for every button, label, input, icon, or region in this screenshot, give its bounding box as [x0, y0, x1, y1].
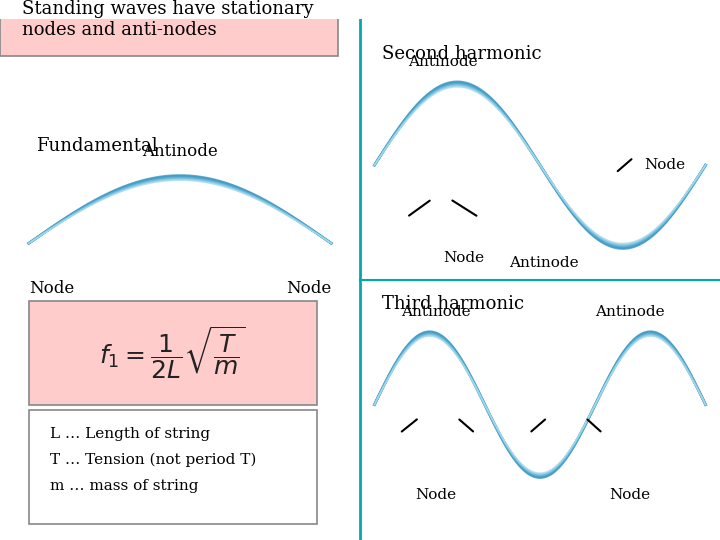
Text: $f_1 = \dfrac{1}{2L}\sqrt{\dfrac{T}{m}}$: $f_1 = \dfrac{1}{2L}\sqrt{\dfrac{T}{m}}$	[99, 325, 246, 381]
Text: Node: Node	[443, 251, 484, 265]
Text: Standing waves have stationary
nodes and anti-nodes: Standing waves have stationary nodes and…	[22, 0, 313, 39]
Text: Fundamental: Fundamental	[36, 137, 158, 155]
Text: T … Tension (not period T): T … Tension (not period T)	[50, 453, 257, 467]
Text: Node: Node	[609, 488, 651, 502]
Text: Third harmonic: Third harmonic	[382, 295, 523, 313]
Text: Antinode: Antinode	[401, 305, 470, 319]
Text: Node: Node	[286, 280, 331, 296]
FancyBboxPatch shape	[29, 301, 317, 404]
Text: Antinode: Antinode	[595, 305, 665, 319]
Text: Antinode: Antinode	[408, 55, 477, 69]
Text: Second harmonic: Second harmonic	[382, 45, 541, 63]
Text: Node: Node	[644, 158, 685, 172]
Text: Antinode: Antinode	[142, 143, 218, 160]
FancyBboxPatch shape	[0, 0, 338, 56]
Text: Node: Node	[29, 280, 74, 296]
FancyBboxPatch shape	[29, 410, 317, 524]
Text: Node: Node	[415, 488, 456, 502]
Text: L … Length of string: L … Length of string	[50, 427, 210, 441]
Text: m … mass of string: m … mass of string	[50, 478, 199, 492]
Text: Antinode: Antinode	[509, 256, 578, 271]
